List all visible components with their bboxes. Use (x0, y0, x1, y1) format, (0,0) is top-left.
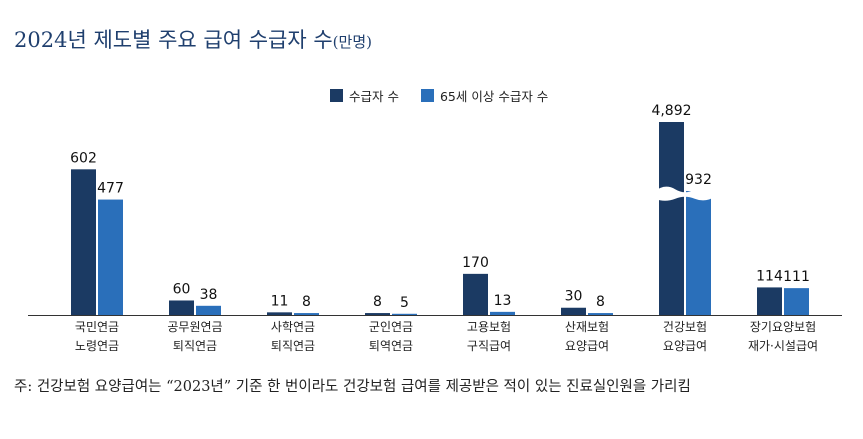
bar-65plus-6 (686, 191, 711, 315)
data-label-total-7: 114 (756, 268, 783, 284)
bar-total-2 (267, 312, 292, 315)
footnote: 주: 건강보험 요양급여는 “2023년” 기준 한 번이라도 건강보험 급여를… (14, 379, 691, 395)
legend-item-65plus: 65세 이상 수급자 수 (420, 86, 549, 105)
data-label-65plus-6: 932 (685, 172, 712, 188)
category-label-0-0: 국민연금 (75, 320, 119, 334)
data-label-65plus-5: 8 (596, 294, 605, 310)
chart-title-main: 2024년 제도별 주요 급여 수급자 수 (14, 28, 333, 52)
legend-label-total: 수급자 수 (349, 89, 399, 104)
data-label-total-3: 8 (373, 294, 382, 310)
legend-item-total: 수급자 수 (330, 86, 399, 105)
data-label-total-0: 602 (70, 150, 97, 166)
category-label-1-0: 공무원연금 (167, 320, 222, 334)
data-label-65plus-0: 477 (97, 181, 124, 197)
data-label-total-4: 170 (462, 255, 489, 271)
category-label-3-0: 군인연금 (369, 320, 413, 334)
bar-65plus-3 (392, 313, 417, 315)
legend-swatch-total (330, 89, 343, 102)
legend-swatch-65plus (420, 89, 434, 102)
category-label-2-0: 사학연금 (271, 320, 315, 334)
bar-total-4 (463, 273, 488, 315)
axis-break-wave (654, 186, 716, 201)
bar-total-1 (169, 300, 194, 315)
category-label-2-1: 퇴직연금 (271, 339, 315, 353)
category-label-0-1: 노령연금 (75, 339, 119, 353)
data-label-65plus-3: 5 (400, 295, 409, 311)
category-label-5-0: 산재보험 (565, 320, 609, 334)
chart-title-unit: (만명) (332, 33, 372, 51)
data-label-65plus-4: 13 (494, 293, 512, 309)
bar-65plus-4 (490, 311, 515, 315)
category-label-7-0: 장기요양보험 (750, 320, 816, 334)
category-label-3-1: 퇴역연금 (369, 339, 413, 353)
bar-total-6 (659, 122, 684, 315)
data-label-65plus-7: 111 (783, 269, 810, 285)
bar-65plus-7 (784, 288, 809, 315)
legend-label-65plus: 65세 이상 수급자 수 (439, 89, 549, 104)
data-label-total-6: 4,892 (651, 103, 691, 119)
category-label-6-0: 건강보험 (663, 320, 707, 334)
legend: 수급자 수 65세 이상 수급자 수 (330, 86, 548, 105)
category-label-4-1: 구직급여 (467, 339, 511, 353)
data-label-total-1: 60 (173, 281, 191, 297)
bar-total-3 (365, 313, 390, 315)
category-label-7-1: 재가·시설급여 (748, 339, 818, 353)
chart-title: 2024년 제도별 주요 급여 수급자 수(만명) (14, 24, 372, 54)
data-label-total-2: 11 (271, 293, 289, 309)
data-label-total-5: 30 (565, 289, 583, 305)
bar-65plus-5 (588, 313, 613, 315)
bar-total-0 (71, 169, 96, 315)
data-label-65plus-2: 8 (302, 294, 311, 310)
category-label-6-1: 요양급여 (663, 339, 707, 353)
bar-65plus-1 (196, 305, 221, 315)
bar-65plus-2 (294, 313, 319, 315)
bar-65plus-0 (98, 199, 123, 315)
bar-total-7 (757, 287, 782, 315)
category-label-4-0: 고용보험 (467, 320, 511, 334)
data-label-65plus-1: 38 (200, 287, 218, 303)
category-label-5-1: 요양급여 (565, 339, 609, 353)
bar-total-5 (561, 307, 586, 315)
category-label-1-1: 퇴직연금 (173, 339, 217, 353)
